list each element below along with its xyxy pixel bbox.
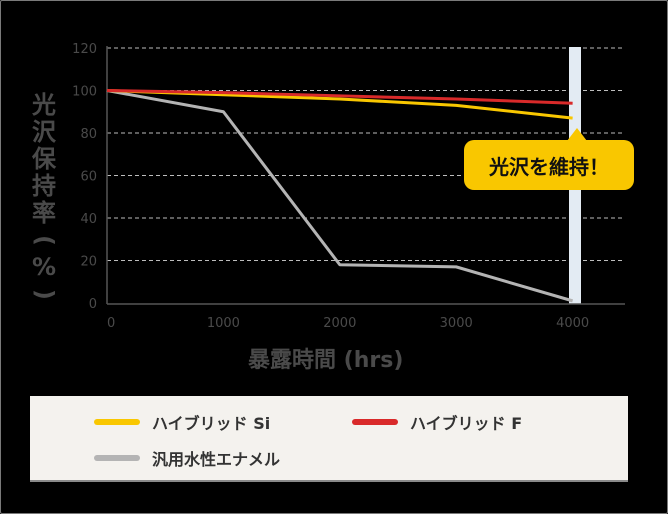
x-tick-label: 4000: [556, 316, 589, 331]
x-axis-label: 暴露時間 (hrs): [248, 348, 404, 373]
y-axis-label: 光 沢 保 持 率 ( % ): [30, 91, 59, 308]
legend-label: ハイブリッド F: [410, 414, 523, 433]
y-label-char: %: [31, 253, 57, 281]
legend: ハイブリッド Si ハイブリッド F 汎用水性エナメル: [30, 396, 628, 482]
y-tick-label: 100: [72, 85, 97, 100]
legend-swatch: [352, 419, 398, 425]
series-line: [106, 89, 573, 105]
series-line: [106, 89, 574, 303]
y-label-char: 沢: [32, 118, 56, 146]
y-label-char: 光: [32, 91, 56, 119]
legend-item-hybrid-si: ハイブリッド Si: [94, 410, 270, 434]
x-tick-label: 2000: [323, 316, 356, 331]
y-tick-label: 0: [89, 297, 97, 312]
annotation-callout: 光沢を維持！: [464, 128, 634, 190]
y-tick-label: 60: [80, 170, 97, 185]
y-tick-label: 80: [80, 127, 97, 142]
y-label-char: ): [30, 289, 59, 300]
x-tick-label: 3000: [440, 316, 473, 331]
y-label-char: 率: [32, 199, 56, 227]
legend-item-generic-enamel: 汎用水性エナメル: [94, 446, 280, 470]
y-label-char: 持: [32, 172, 56, 200]
y-label-char: (: [30, 235, 59, 246]
legend-label: 汎用水性エナメル: [152, 450, 281, 469]
legend-item-hybrid-f: ハイブリッド F: [352, 410, 522, 434]
legend-label: ハイブリッド Si: [152, 414, 271, 433]
legend-swatch: [94, 419, 140, 425]
y-tick-label: 20: [80, 255, 97, 270]
legend-swatch: [94, 455, 140, 461]
x-tick-label: 0: [107, 316, 115, 331]
y-label-char: 保: [32, 145, 56, 173]
y-tick-label: 40: [80, 212, 97, 227]
y-tick-label: 120: [72, 42, 97, 57]
x-tick-label: 1000: [207, 316, 240, 331]
